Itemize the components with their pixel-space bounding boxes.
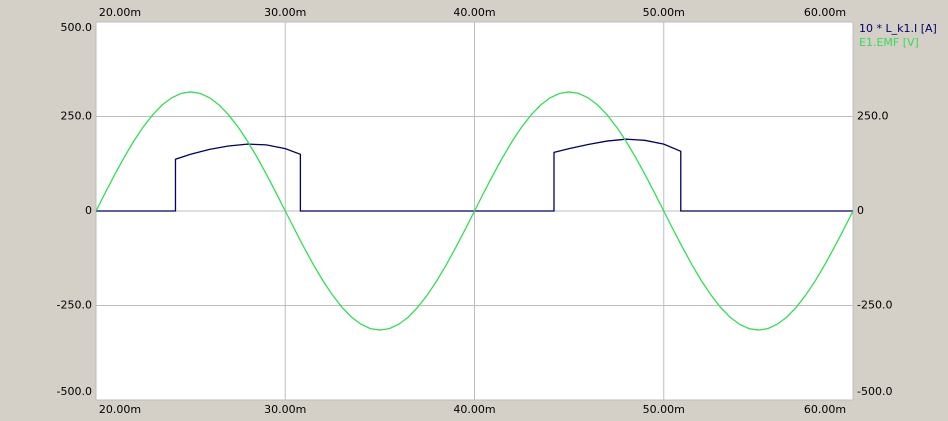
y-tick-label: -250.0 — [57, 299, 92, 312]
y2-tick-label: 0 — [857, 204, 864, 217]
x-tick-label: 40.00m — [453, 6, 495, 19]
y-tick-label: -500.0 — [57, 385, 92, 398]
legend-entry: 10 * L_k1.I [A] — [859, 22, 937, 35]
y-tick-label: 500.0 — [61, 21, 93, 34]
x-tick-label: 50.00m — [643, 6, 685, 19]
y2-tick-label: 250.0 — [857, 110, 889, 123]
x-tick-label: 20.00m — [99, 6, 141, 19]
legend-entry: E1.EMF [V] — [859, 36, 919, 49]
x-tick-label: 30.00m — [264, 403, 306, 416]
y-tick-label: 0 — [85, 204, 92, 217]
series-line — [95, 91, 854, 331]
x-tick-label: 40.00m — [453, 403, 495, 416]
x-tick-label: 20.00m — [99, 403, 141, 416]
x-tick-label: 60.00m — [804, 403, 846, 416]
x-tick-label: 30.00m — [264, 6, 306, 19]
x-tick-label: 60.00m — [804, 6, 846, 19]
series-line — [96, 138, 853, 212]
y-tick-label: 250.0 — [61, 110, 93, 123]
y2-tick-label: -500.0 — [857, 385, 892, 398]
y2-tick-label: -250.0 — [857, 299, 892, 312]
x-tick-label: 50.00m — [643, 403, 685, 416]
